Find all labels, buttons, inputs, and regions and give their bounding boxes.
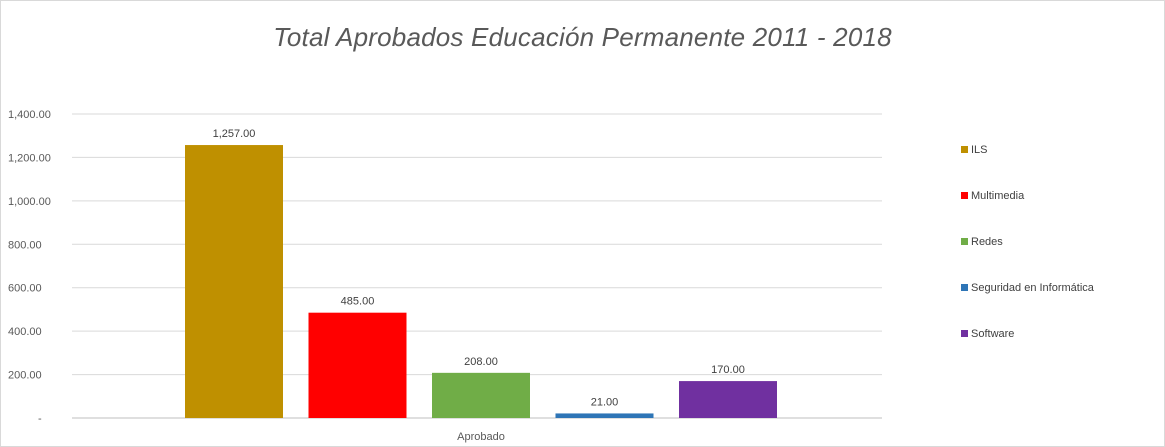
- data-label: 21.00: [591, 396, 619, 408]
- legend-item: Software: [961, 328, 1014, 344]
- legend-swatch: [961, 145, 968, 153]
- y-tick-label: 800.00: [8, 239, 42, 251]
- legend-item: ILS: [961, 144, 988, 160]
- legend-item: Redes: [961, 236, 1003, 252]
- legend-swatch: [961, 329, 968, 337]
- y-tick-label: 400.00: [8, 326, 42, 338]
- legend-label: Redes: [971, 236, 1003, 248]
- legend-swatch: [961, 283, 968, 291]
- chart-title: Total Aprobados Educación Permanente 201…: [273, 22, 892, 52]
- legend-label: ILS: [971, 144, 988, 156]
- data-label: 485.00: [341, 296, 375, 308]
- y-tick-label: 200.00: [8, 370, 42, 382]
- bar-software: [679, 381, 777, 418]
- legend-swatch: [961, 191, 968, 199]
- legend-label: Software: [971, 328, 1015, 340]
- legend-item: Seguridad en Informática: [961, 282, 1094, 298]
- bar-multimedia: [308, 312, 407, 418]
- bar-redes: [432, 372, 530, 418]
- legend-label: Seguridad en Informática: [971, 282, 1094, 294]
- y-tick-label: 600.00: [8, 283, 42, 295]
- bar-seguridad-en-informática: [555, 413, 654, 418]
- data-label: 1,257.00: [213, 128, 256, 140]
- y-tick-label: 1,200.00: [8, 152, 51, 164]
- data-label: 170.00: [711, 364, 745, 376]
- y-tick-label: -: [38, 413, 42, 425]
- y-tick-label: 1,000.00: [8, 196, 51, 208]
- y-tick-label: 1,400.00: [8, 109, 51, 121]
- bar-ils: [185, 145, 283, 418]
- legend-label: Multimedia: [971, 190, 1025, 202]
- legend-swatch: [961, 237, 968, 245]
- data-label: 208.00: [464, 356, 498, 368]
- legend-item: Multimedia: [961, 190, 1024, 206]
- x-category-label: Aprobado: [457, 431, 505, 443]
